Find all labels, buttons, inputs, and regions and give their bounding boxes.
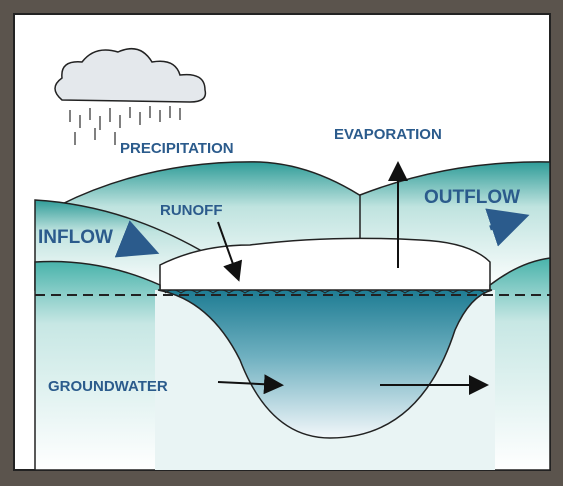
ground-right [490, 258, 550, 470]
inflow-label: INFLOW [38, 227, 113, 248]
ground-left [35, 261, 160, 470]
diagram: PRECIPITATION EVAPORATION RUNOFF OUTFLOW… [0, 0, 563, 486]
precipitation-label: PRECIPITATION [120, 140, 234, 157]
outflow-label: OUTFLOW [424, 187, 520, 208]
page: {"labels": {"precipitation": "PRECIPITAT… [0, 0, 563, 486]
evaporation-label: EVAPORATION [334, 126, 442, 143]
groundwater-label: GROUNDWATER [48, 378, 168, 395]
runoff-label: RUNOFF [160, 202, 223, 219]
